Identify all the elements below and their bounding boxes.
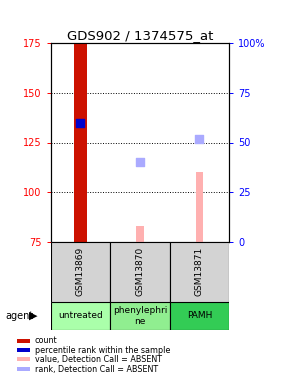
Text: count: count <box>35 336 57 345</box>
Point <box>197 135 202 141</box>
Bar <box>170 302 229 330</box>
Bar <box>74 43 87 242</box>
Text: percentile rank within the sample: percentile rank within the sample <box>35 346 170 355</box>
Text: GSM13870: GSM13870 <box>135 247 144 297</box>
Text: PAMH: PAMH <box>187 311 212 320</box>
Title: GDS902 / 1374575_at: GDS902 / 1374575_at <box>67 29 213 42</box>
Bar <box>17 357 30 362</box>
Text: untreated: untreated <box>58 311 103 320</box>
Bar <box>17 348 30 352</box>
Bar <box>110 242 170 302</box>
Bar <box>170 242 229 302</box>
Text: value, Detection Call = ABSENT: value, Detection Call = ABSENT <box>35 355 162 364</box>
Bar <box>110 302 170 330</box>
Text: agent: agent <box>6 311 34 321</box>
Bar <box>195 172 203 242</box>
Text: ▶: ▶ <box>29 311 38 321</box>
Text: GSM13871: GSM13871 <box>195 247 204 297</box>
Bar <box>51 242 110 302</box>
Text: GSM13869: GSM13869 <box>76 247 85 297</box>
Text: phenylephri
ne: phenylephri ne <box>113 306 167 326</box>
Bar <box>17 367 30 371</box>
Bar <box>136 226 144 242</box>
Bar <box>17 339 30 343</box>
Point <box>138 159 142 165</box>
Point <box>78 120 83 126</box>
Bar <box>51 302 110 330</box>
Text: rank, Detection Call = ABSENT: rank, Detection Call = ABSENT <box>35 364 158 374</box>
